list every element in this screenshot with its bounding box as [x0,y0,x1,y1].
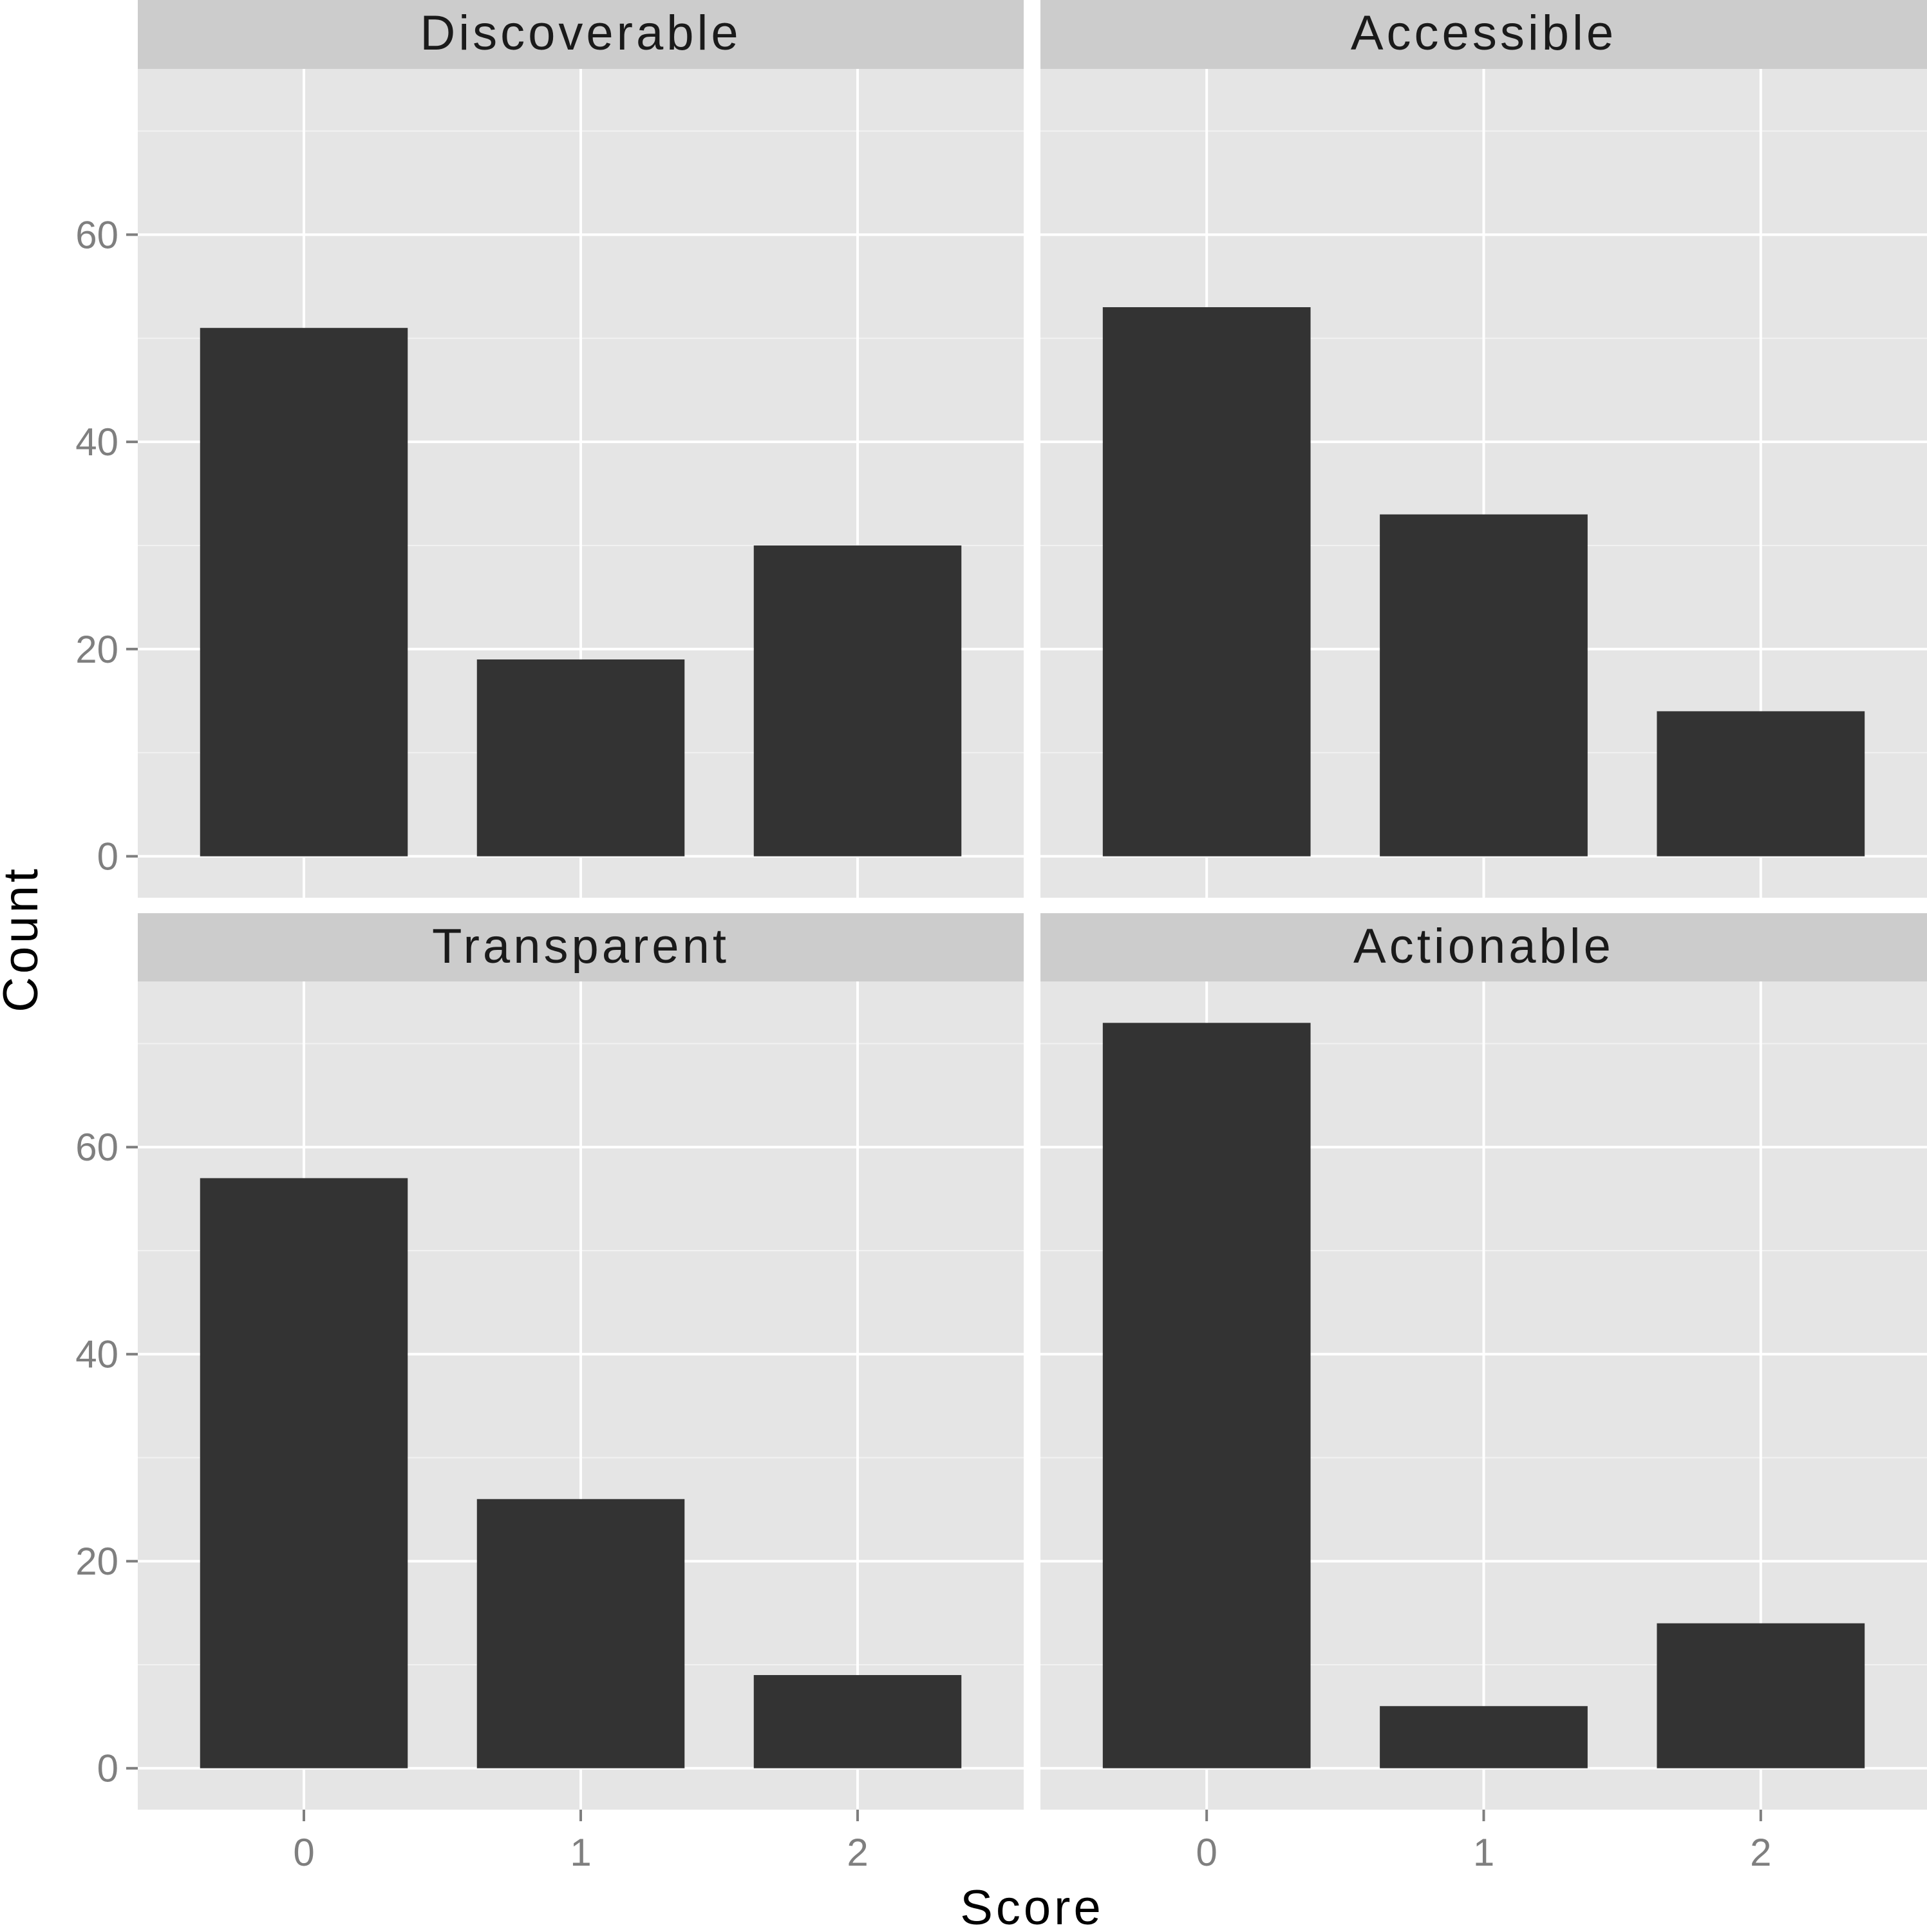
y-tick-label: 20 [75,1540,118,1583]
panel-strip [1040,0,1927,69]
panel-accessible: Accessible [1040,0,1927,898]
bar-actionable-0 [1102,1023,1311,1768]
x-tick-label: 2 [1750,1831,1771,1874]
panel-title: Discoverable [420,6,741,61]
y-tick-label: 0 [97,835,118,878]
bar-discoverable-1 [476,659,685,857]
y-tick-label: 60 [75,213,118,256]
y-tick-label: 0 [97,1747,118,1790]
y-tick-label: 60 [75,1126,118,1169]
panel-title: Transparent [432,919,729,974]
x-tick-label: 1 [1473,1831,1494,1874]
bar-transparent-0 [200,1178,408,1768]
panel-title: Actionable [1353,919,1614,974]
bar-accessible-1 [1380,514,1588,857]
bar-transparent-2 [753,1675,962,1768]
panel-title: Accessible [1351,6,1617,61]
y-tick-label: 40 [75,1333,118,1376]
x-axis-title: Score [960,1880,1104,1929]
y-tick-label: 20 [75,628,118,671]
x-tick-label: 2 [847,1831,868,1874]
bar-actionable-1 [1380,1706,1588,1768]
y-axis-title: Count [0,866,48,1012]
panel-strip [138,0,1024,69]
bar-transparent-1 [476,1499,685,1768]
panel-strip [138,913,1024,981]
bar-actionable-2 [1657,1623,1865,1768]
y-tick-label: 40 [75,421,118,464]
panel-discoverable: Discoverable [138,0,1024,898]
panel-strip [1040,913,1927,981]
panel-actionable: Actionable [1040,913,1927,1810]
bar-discoverable-0 [200,328,408,857]
panel-transparent: Transparent [138,913,1024,1810]
x-tick-label: 1 [570,1831,591,1874]
bar-accessible-2 [1657,711,1865,857]
x-tick-label: 0 [293,1831,314,1874]
bar-accessible-0 [1102,307,1311,857]
bar-discoverable-2 [753,545,962,857]
x-tick-label: 0 [1196,1831,1217,1874]
panels-layer: Discoverable Accessible Transparent Actiona… [138,0,1927,1810]
